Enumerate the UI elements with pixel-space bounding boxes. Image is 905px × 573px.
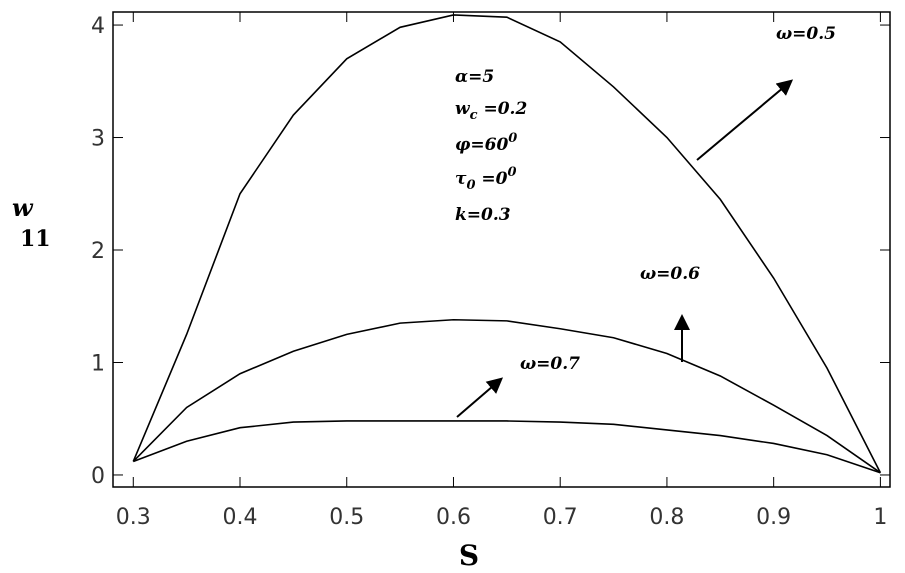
x-tick-label: 0.3 (116, 505, 151, 530)
param-text: =0 (476, 169, 508, 189)
param: α=5 (455, 67, 494, 87)
y-tick-label: 3 (91, 127, 105, 152)
x-tick-label: 0.9 (756, 505, 791, 530)
x-tick-label: 0.4 (223, 505, 258, 530)
param-text: w (455, 99, 471, 119)
arrow (456, 377, 504, 418)
x-tick-label: 0.7 (543, 505, 578, 530)
param-text: φ=60 (455, 135, 508, 155)
param-sub: c (470, 108, 478, 123)
y-tick-label: 4 (91, 14, 105, 39)
series-label: ω=0.6 (640, 264, 700, 284)
param: φ=600 (455, 131, 517, 155)
x-tick-label: 0.5 (329, 505, 364, 530)
param-text: =0.2 (478, 99, 528, 119)
param-sub: 0 (466, 178, 475, 193)
param: wc =0.2 (455, 99, 527, 123)
param: τ0 =00 (455, 165, 517, 193)
x-tick-label: 0.6 (436, 505, 471, 530)
y-tick-label: 2 (91, 239, 105, 264)
param-text: k=0.3 (455, 205, 511, 225)
param: k=0.3 (455, 205, 511, 225)
param-text: τ (455, 169, 467, 189)
plot-frame (112, 11, 891, 488)
x-tick-label: 0.8 (649, 505, 684, 530)
series-line (132, 420, 881, 474)
y-tick-label: 0 (91, 464, 105, 489)
series-label: ω=0.7 (520, 354, 580, 374)
x-axis-label: S (459, 539, 479, 572)
arrow (696, 79, 794, 161)
param-sup: 0 (508, 165, 517, 180)
series-line (132, 14, 882, 474)
series-label: ω=0.5 (776, 24, 836, 44)
param-sup: 0 (508, 131, 517, 146)
series-line (132, 318, 881, 474)
parameters: α=5 wc =0.2 φ=600 τ0 =00 k=0.3 (455, 67, 527, 225)
y-axis-label-sub: 11 (20, 226, 51, 252)
x-tick-label: 1 (873, 505, 887, 530)
param-text: α=5 (455, 67, 494, 87)
y-axis-label: w (12, 193, 34, 222)
y-tick-label: 1 (91, 351, 105, 376)
